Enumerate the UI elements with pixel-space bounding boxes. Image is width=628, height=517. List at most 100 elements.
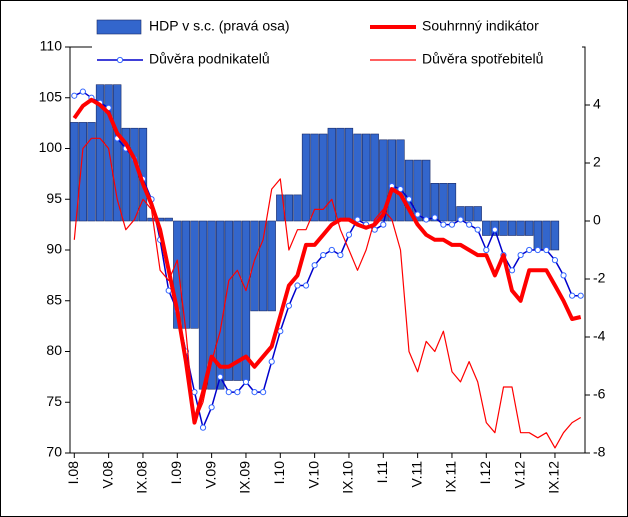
bar (499, 220, 508, 236)
bar (104, 84, 113, 222)
bar (473, 206, 482, 222)
bar (353, 133, 362, 222)
x-tick-label: V.10 (305, 461, 321, 489)
y2-tick-label: 0 (593, 212, 601, 228)
x-tick-label: V.08 (99, 461, 115, 489)
marker (165, 287, 172, 294)
marker (534, 246, 541, 254)
x-tick-label: IX.09 (237, 461, 253, 494)
line (73, 137, 582, 449)
x-tick-label: IX.08 (134, 461, 150, 494)
legend-label: Důvěra spotřebitelů (422, 51, 543, 67)
y-tick-label: 85 (46, 291, 62, 307)
line (72, 97, 582, 425)
marker (466, 221, 473, 228)
bar (387, 139, 397, 222)
marker (208, 404, 215, 411)
x-tick-label: IX.12 (546, 461, 562, 494)
bar (190, 220, 199, 329)
marker (328, 246, 335, 254)
plot: 70 75 80 85 90 95 100 105 110 -8 -6 -4 -2 0 2 4 I.08 V.08… (39, 38, 606, 494)
bar (293, 194, 302, 222)
marker (440, 221, 447, 228)
legend-label: Souhrnný indikátor (422, 18, 539, 34)
bar (336, 127, 345, 222)
marker (285, 302, 292, 309)
x-tick-label: I.09 (168, 461, 184, 485)
bar (70, 122, 79, 222)
bar (396, 139, 405, 222)
marker (337, 251, 344, 259)
bar (404, 159, 414, 222)
marker (199, 424, 207, 431)
bar (284, 194, 294, 222)
marker (551, 257, 559, 264)
line (73, 90, 581, 429)
bar (525, 220, 534, 236)
marker (491, 226, 498, 233)
marker (345, 231, 353, 238)
bar (233, 220, 242, 381)
y-tick-label: 105 (39, 88, 63, 104)
y-tick-label: 75 (46, 393, 62, 409)
bar (542, 220, 551, 251)
y2-tick-label: 2 (593, 154, 601, 170)
bar (95, 84, 105, 222)
bar (550, 220, 560, 251)
y-tick-label: 80 (46, 342, 62, 358)
marker (474, 226, 481, 233)
bar (250, 220, 259, 312)
marker (397, 186, 404, 193)
bar (361, 133, 371, 222)
marker (294, 282, 301, 289)
marker (526, 246, 533, 254)
bar (130, 127, 139, 222)
y2-tick-label: -4 (593, 328, 606, 344)
bar (370, 133, 379, 222)
marker (560, 272, 567, 279)
legend: HDP v s.c. (pravá osa) Souhrnný indikátor… (96, 18, 543, 67)
x-tick-label: IX.10 (340, 461, 356, 494)
bar (344, 127, 354, 222)
y2-tick-label: -8 (593, 444, 606, 460)
marker (71, 92, 78, 99)
y-tick-label: 90 (46, 241, 62, 257)
marker (569, 292, 576, 299)
bar (516, 220, 525, 236)
bar (173, 220, 182, 329)
y-tick-label: 110 (40, 38, 63, 54)
marker (268, 358, 275, 365)
bar (267, 220, 276, 312)
marker (517, 251, 524, 259)
y-tick-label: 70 (46, 444, 62, 460)
marker (260, 389, 267, 396)
bar (113, 84, 122, 222)
bar (327, 127, 336, 222)
legend-marker (116, 56, 124, 64)
marker (234, 389, 241, 396)
marker (483, 246, 490, 254)
marker (225, 389, 232, 396)
bar (319, 133, 328, 222)
x-tick-label: V.11 (408, 461, 424, 488)
x-tick-label: V.09 (202, 461, 218, 489)
marker (311, 262, 318, 269)
bar (258, 220, 268, 312)
marker (251, 389, 258, 396)
x-tick-label: I.08 (65, 461, 81, 485)
bar (198, 220, 208, 390)
marker (79, 88, 86, 95)
x-tick-label: I.10 (271, 461, 287, 485)
marker (191, 389, 198, 396)
bar (430, 183, 439, 222)
x-tick-label: V.12 (511, 461, 527, 489)
bar (507, 220, 517, 236)
marker (577, 292, 584, 299)
bar (78, 122, 88, 222)
y-tick-label: 100 (39, 139, 63, 155)
x-tick-label: I.11 (374, 461, 390, 484)
y-tick-label: 95 (46, 190, 62, 206)
bar (207, 220, 216, 390)
marker (457, 216, 464, 223)
